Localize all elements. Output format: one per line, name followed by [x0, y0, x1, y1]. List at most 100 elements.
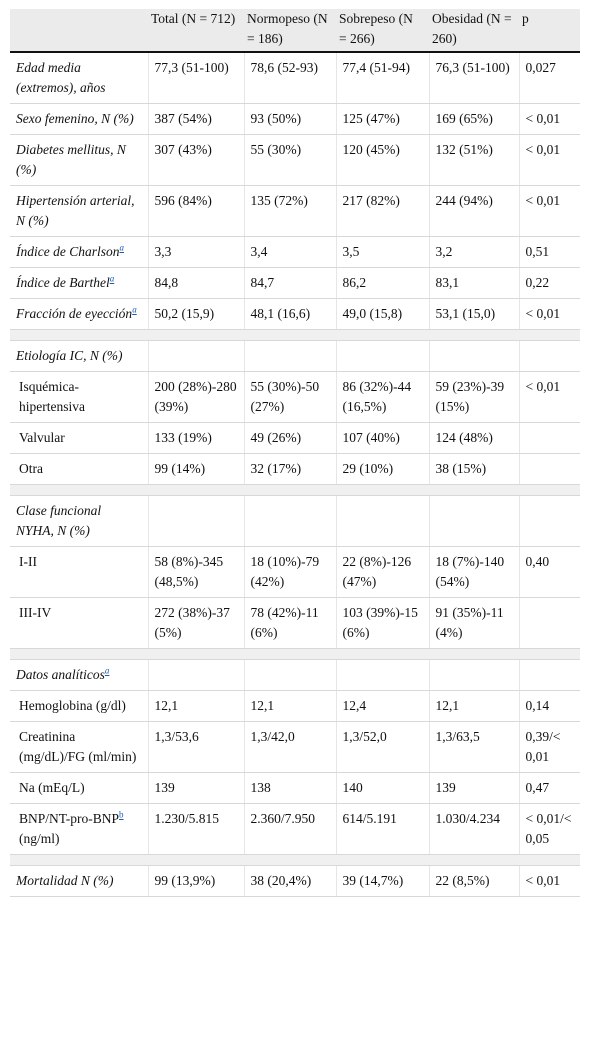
header-cell-label — [10, 9, 148, 52]
spacer-cell — [10, 648, 580, 660]
cell-p — [518, 659, 580, 691]
table-row: Fracción de eyeccióna 50,2 (15,9) 48,1 (16… — [10, 298, 580, 330]
row-label-text: Na (mEq/L) — [19, 780, 85, 795]
row-label-text: BNP/NT-pro-BNP — [19, 811, 120, 826]
spacer-cell — [10, 329, 580, 341]
cell-obesidad: 91 (35%)-11 (4%) — [428, 597, 519, 649]
cell-p: < 0,01 — [518, 371, 580, 423]
table-row: Índice de Barthela 84,8 84,7 86,2 83,1 0,22 — [10, 267, 580, 299]
header-row: Total (N = 712) Normopeso (N = 186) Sobr… — [10, 9, 580, 52]
row-label-text: Hipertensión arterial, N (%) — [16, 193, 135, 228]
row-label-text: Sexo femenino, N (%) — [16, 111, 134, 126]
cell-normopeso: 55 (30%) — [243, 134, 336, 186]
cell-sobrepeso — [335, 659, 429, 691]
row-label: Clase funcional NYHA, N (%) — [10, 495, 148, 547]
cell-total: 596 (84%) — [147, 185, 244, 237]
cell-obesidad: 132 (51%) — [428, 134, 519, 186]
table-row: Mortalidad N (%) 99 (13,9%) 38 (20,4%) 39 (… — [10, 865, 580, 897]
footnote-link[interactable]: a — [132, 304, 137, 315]
table-row: Edad media (extremos), años 77,3 (51-100)… — [10, 52, 580, 104]
row-label-text: Clase funcional NYHA, N (%) — [16, 503, 102, 538]
cell-p: 0,47 — [518, 772, 580, 804]
cell-p — [518, 422, 580, 454]
footnote-link[interactable]: b — [119, 809, 124, 820]
cell-sobrepeso: 39 (14,7%) — [335, 865, 429, 897]
cell-total: 200 (28%)-280 (39%) — [147, 371, 244, 423]
cell-sobrepeso: 107 (40%) — [335, 422, 429, 454]
cell-sobrepeso: 12,4 — [335, 690, 429, 722]
cell-normopeso — [243, 495, 336, 547]
row-label-text: Etiología IC, N (%) — [16, 348, 123, 363]
cell-total: 139 — [147, 772, 244, 804]
cell-sobrepeso: 22 (8%)-126 (47%) — [335, 546, 429, 598]
cell-sobrepeso: 120 (45%) — [335, 134, 429, 186]
row-label: BNP/NT-pro-BNPb (ng/ml) — [10, 803, 148, 855]
spacer-row — [10, 648, 580, 660]
cell-obesidad: 124 (48%) — [428, 422, 519, 454]
row-label: I-II — [10, 546, 148, 598]
cell-obesidad: 18 (7%)-140 (54%) — [428, 546, 519, 598]
table-row: Diabetes mellitus, N (%) 307 (43%) 55 (30%… — [10, 134, 580, 186]
cell-p: 0,14 — [518, 690, 580, 722]
header-cell-p: p — [519, 9, 580, 52]
row-label: III-IV — [10, 597, 148, 649]
cell-obesidad: 22 (8,5%) — [428, 865, 519, 897]
table-subrow: BNP/NT-pro-BNPb (ng/ml) 1.230/5.815 2.360/… — [10, 803, 580, 855]
row-label-text: Valvular — [19, 430, 65, 445]
cell-normopeso: 138 — [243, 772, 336, 804]
table-row: Clase funcional NYHA, N (%) — [10, 495, 580, 547]
table-subrow: Hemoglobina (g/dl) 12,1 12,1 12,4 12,1 0,14 — [10, 690, 580, 722]
table-body: Edad media (extremos), años 77,3 (51-100)… — [10, 52, 580, 897]
cell-normopeso: 55 (30%)-50 (27%) — [243, 371, 336, 423]
row-label: Na (mEq/L) — [10, 772, 148, 804]
cell-obesidad: 1,3/63,5 — [428, 721, 519, 773]
row-label: Sexo femenino, N (%) — [10, 103, 148, 135]
cell-normopeso: 78,6 (52-93) — [243, 52, 336, 104]
cell-total: 1,3/53,6 — [147, 721, 244, 773]
row-label-text: Otra — [19, 461, 43, 476]
cell-total: 3,3 — [147, 236, 244, 268]
cell-sobrepeso: 1,3/52,0 — [335, 721, 429, 773]
cell-total: 12,1 — [147, 690, 244, 722]
footnote-link[interactable]: a — [109, 273, 115, 284]
header-cell-total: Total (N = 712) — [148, 9, 244, 52]
row-label: Creatinina (mg/dL)/FG (ml/min) — [10, 721, 148, 773]
cell-obesidad — [428, 495, 519, 547]
row-label-text: Creatinina (mg/dL)/FG (ml/min) — [19, 729, 137, 764]
footnote-link[interactable]: a — [119, 242, 125, 253]
row-label: Hipertensión arterial, N (%) — [10, 185, 148, 237]
spacer-row — [10, 854, 580, 866]
footnote-link[interactable]: a — [104, 665, 110, 676]
table-row: Hipertensión arterial, N (%) 596 (84%) 135… — [10, 185, 580, 237]
cell-normopeso: 93 (50%) — [243, 103, 336, 135]
cell-p: < 0,01 — [518, 185, 580, 237]
table-header: Total (N = 712) Normopeso (N = 186) Sobr… — [10, 9, 580, 52]
cell-sobrepeso: 3,5 — [335, 236, 429, 268]
table-subrow: III-IV 272 (38%)-37 (5%) 78 (42%)-11 (6%) 1… — [10, 597, 580, 649]
cell-obesidad: 139 — [428, 772, 519, 804]
cell-sobrepeso: 29 (10%) — [335, 453, 429, 485]
cell-sobrepeso: 49,0 (15,8) — [335, 298, 429, 330]
baseline-characteristics-table: Total (N = 712) Normopeso (N = 186) Sobr… — [10, 9, 580, 897]
cell-normopeso: 48,1 (16,6) — [243, 298, 336, 330]
cell-normopeso — [243, 659, 336, 691]
row-label: Otra — [10, 453, 148, 485]
cell-sobrepeso: 217 (82%) — [335, 185, 429, 237]
table-subrow: Otra 99 (14%) 32 (17%) 29 (10%) 38 (15%) — [10, 453, 580, 485]
header-cell-sobrepeso: Sobrepeso (N = 266) — [336, 9, 429, 52]
row-label-text: Mortalidad N (%) — [16, 873, 114, 888]
cell-p — [518, 495, 580, 547]
cell-total: 84,8 — [147, 267, 244, 299]
cell-normopeso: 3,4 — [243, 236, 336, 268]
cell-total: 307 (43%) — [147, 134, 244, 186]
cell-normopeso: 12,1 — [243, 690, 336, 722]
cell-total: 387 (54%) — [147, 103, 244, 135]
row-label: Índice de Charlsona — [10, 236, 148, 268]
cell-p: < 0,01 — [518, 134, 580, 186]
cell-p: 0,51 — [518, 236, 580, 268]
cell-obesidad: 53,1 (15,0) — [428, 298, 519, 330]
row-label: Edad media (extremos), años — [10, 52, 148, 104]
cell-normopeso: 1,3/42,0 — [243, 721, 336, 773]
cell-normopeso: 18 (10%)-79 (42%) — [243, 546, 336, 598]
table-row: Índice de Charlsona 3,3 3,4 3,5 3,2 0,51 — [10, 236, 580, 268]
